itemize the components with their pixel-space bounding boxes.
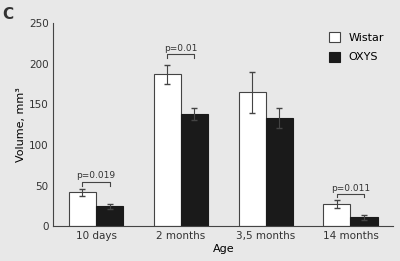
Text: C: C bbox=[2, 7, 14, 22]
Bar bbox=[69, 192, 96, 226]
Bar bbox=[154, 74, 181, 226]
Bar bbox=[96, 206, 123, 226]
Text: p=0.01: p=0.01 bbox=[164, 44, 198, 53]
Legend: Wistar, OXYS: Wistar, OXYS bbox=[325, 28, 388, 66]
X-axis label: Age: Age bbox=[212, 244, 234, 254]
Bar bbox=[238, 92, 266, 226]
Bar bbox=[323, 204, 350, 226]
Y-axis label: Volume, mm³: Volume, mm³ bbox=[16, 87, 26, 162]
Bar bbox=[181, 114, 208, 226]
Text: p=0.019: p=0.019 bbox=[76, 171, 116, 180]
Bar bbox=[266, 118, 293, 226]
Bar bbox=[350, 217, 378, 226]
Text: p=0.011: p=0.011 bbox=[331, 184, 370, 193]
